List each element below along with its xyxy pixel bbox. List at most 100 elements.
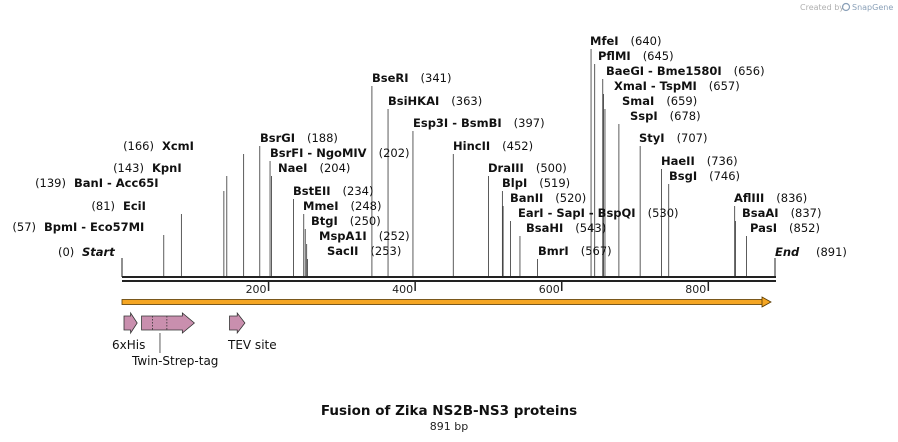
site-name: BmrI [538,244,569,258]
scale-tick-label: 600 [539,283,560,296]
restriction-site[interactable]: SacII (253) [327,244,401,258]
restriction-site[interactable]: Esp3I - BsmBI (397) [413,116,545,130]
site-name: MfeI [590,34,619,48]
restriction-site[interactable]: (81) EciI [91,199,146,213]
scale-tick-label: 400 [392,283,413,296]
restriction-site[interactable]: AflIII (836) [734,191,807,205]
site-labels: (57) BpmI - Eco57MI (81) EciI (139) BanI - Ac… [12,34,821,258]
site-name: SspI [630,109,658,123]
restriction-site[interactable]: BsrFI - NgoMIV (202) [270,146,410,160]
site-name: NaeI [278,161,307,175]
restriction-site[interactable]: HincII (452) [453,139,533,153]
site-position: (567) [581,244,612,258]
site-name: BsaHI [526,221,563,235]
map-title: Fusion of Zika NS2B-NS3 proteins [321,403,577,419]
brand-name: SnapGene [852,3,893,12]
site-position: (234) [343,184,374,198]
restriction-site[interactable]: BtgI (250) [311,214,381,228]
restriction-site[interactable]: BsaHI (543) [526,221,606,235]
restriction-site[interactable]: HaeII (736) [661,154,738,168]
site-position: (81) [91,199,115,213]
restriction-site[interactable]: BsrGI (188) [260,131,338,145]
restriction-site[interactable]: MmeI (248) [303,199,381,213]
site-name: Esp3I - BsmBI [413,116,502,130]
site-position: (520) [555,191,586,205]
restriction-site[interactable]: BaeGI - Bme1580I (656) [606,64,765,78]
feature-arrow[interactable] [141,312,195,334]
restriction-site[interactable]: BsaAI (837) [742,206,822,220]
site-position: (253) [370,244,401,258]
site-name: AflIII [734,191,764,205]
site-name: SmaI [622,94,654,108]
site-name: BstEII [293,184,331,198]
site-name: DraIII [488,161,524,175]
scale-tick-label: 200 [246,283,267,296]
feature-label: 6xHis [112,338,145,352]
restriction-site[interactable]: BmrI (567) [538,244,612,258]
orf-arrow[interactable] [121,296,772,308]
brand-created-by: Created by [800,3,844,12]
site-position: (500) [536,161,567,175]
site-position: (645) [643,49,674,63]
restriction-site[interactable]: (166) XcmI [123,139,194,153]
scale-tick-label: 800 [685,283,706,296]
site-name: PasI [750,221,777,235]
site-position: (250) [350,214,381,228]
feature-arrow[interactable] [123,311,138,335]
restriction-site[interactable]: MfeI (640) [590,34,661,48]
start-pos: (0) [58,245,74,259]
site-position: (452) [502,139,533,153]
site-position: (837) [791,206,822,220]
site-name: HincII [453,139,490,153]
site-position: (341) [421,71,452,85]
feature-arrow[interactable] [229,311,246,335]
site-position: (397) [514,116,545,130]
site-name: KpnI [152,161,182,175]
site-position: (640) [631,34,662,48]
map-length: 891 bp [430,420,468,433]
site-position: (657) [709,79,740,93]
site-position: (363) [451,94,482,108]
site-position: (659) [666,94,697,108]
site-lines [163,49,747,277]
site-position: (836) [776,191,807,205]
restriction-site[interactable]: BlpI (519) [502,176,570,190]
site-name: BlpI [502,176,527,190]
site-position: (202) [379,146,410,160]
site-name: BsrFI - NgoMIV [270,146,367,160]
restriction-site[interactable]: NaeI (204) [278,161,350,175]
restriction-site[interactable]: MspA1I (252) [319,229,410,243]
site-name: HaeII [661,154,695,168]
site-name: EciI [123,199,146,213]
restriction-site[interactable]: EarI - SapI - BspQI (530) [518,206,679,220]
restriction-site[interactable]: SspI (678) [630,109,701,123]
restriction-site[interactable]: BsiHKAI (363) [388,94,482,108]
site-name: BpmI - Eco57MI [44,220,144,234]
site-name: BaeGI - Bme1580I [606,64,722,78]
site-position: (252) [379,229,410,243]
restriction-site[interactable]: (139) BanI - Acc65I [35,176,159,190]
restriction-site[interactable]: BsgI (746) [669,169,740,183]
restriction-site[interactable]: PasI (852) [750,221,820,235]
restriction-site[interactable]: SmaI (659) [622,94,697,108]
feature-label: Twin-Strep-tag [131,354,218,368]
restriction-site[interactable]: BstEII (234) [293,184,373,198]
restriction-site[interactable]: (143) KpnI [113,161,182,175]
restriction-site[interactable]: DraIII (500) [488,161,567,175]
site-position: (852) [789,221,820,235]
site-name: MspA1I [319,229,367,243]
site-name: BanII [510,191,543,205]
restriction-site[interactable]: PflMI (645) [598,49,674,63]
start-label: Start [82,245,115,259]
restriction-site[interactable]: BseRI (341) [372,71,451,85]
restriction-site[interactable]: StyI (707) [639,131,708,145]
site-position: (519) [539,176,570,190]
end-label: End [775,245,800,259]
restriction-site[interactable]: (57) BpmI - Eco57MI [12,220,144,234]
site-name: PflMI [598,49,631,63]
site-position: (143) [113,161,144,175]
feature-label: TEV site [227,338,277,352]
restriction-site[interactable]: XmaI - TspMI (657) [614,79,740,93]
features: 6xHis Twin-Strep-tag TEV site [112,311,277,368]
restriction-site[interactable]: BanII (520) [510,191,586,205]
